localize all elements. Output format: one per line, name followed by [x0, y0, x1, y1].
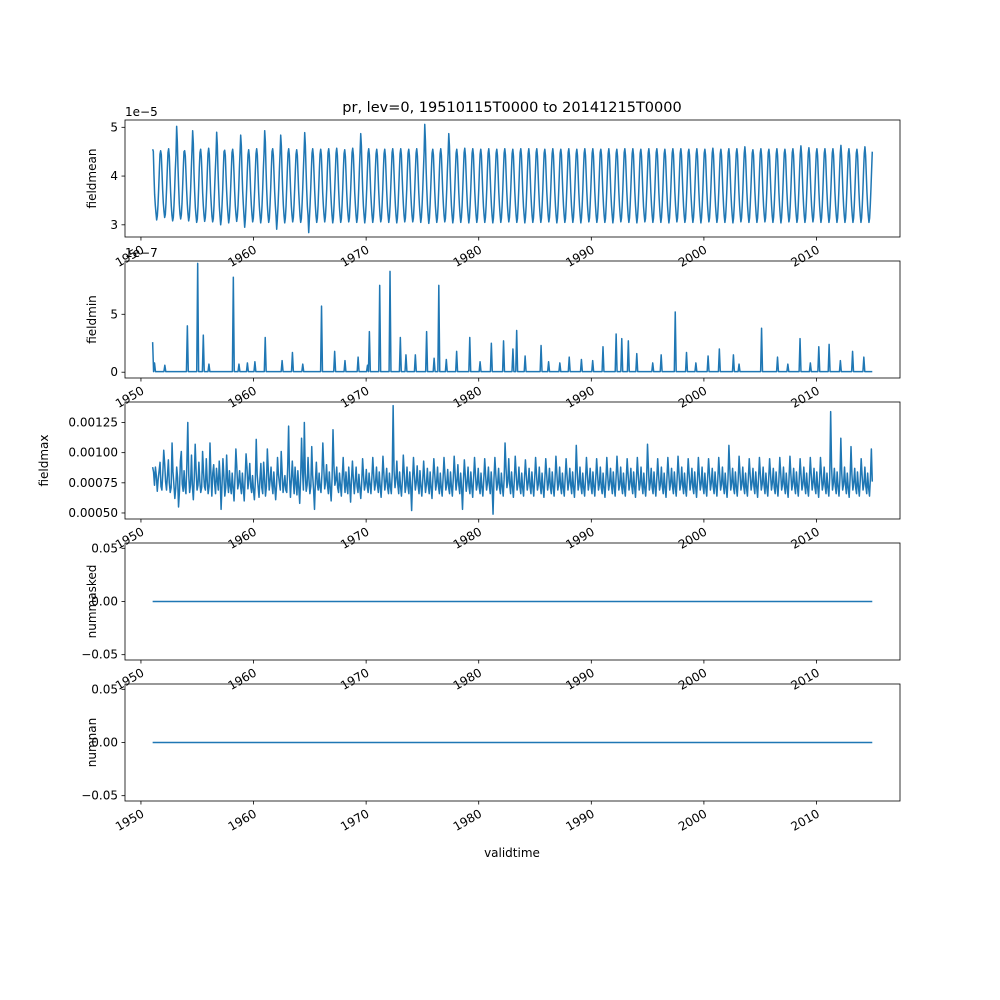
offset-text: 1e−5 — [125, 105, 158, 119]
y-tick-label: 0.00100 — [68, 446, 118, 460]
y-tick-label: 0.00075 — [68, 476, 118, 490]
axes-frame-fieldmean — [124, 119, 901, 238]
series-line-fieldmean — [151, 123, 874, 234]
y-axis-label: fieldmin — [85, 295, 99, 344]
figure-title: pr, lev=0, 19510115T0000 to 20141215T000… — [342, 100, 681, 116]
y-tick-label: 0.00050 — [68, 506, 118, 520]
y-tick-label: 0.05 — [91, 682, 118, 696]
y-tick-label: 0 — [110, 365, 118, 379]
axes-frame-fieldmin — [124, 260, 901, 379]
y-tick-label: 4 — [110, 169, 118, 183]
y-axis-label: fieldmax — [37, 434, 51, 486]
series-line-fieldmax — [151, 404, 874, 515]
y-axis-label: nummasked — [85, 565, 99, 639]
y-tick-label: 0.00125 — [68, 416, 118, 430]
axes-frame-fieldmax — [124, 401, 901, 520]
series-line-fieldmin — [151, 262, 873, 373]
y-tick-label: 0.00 — [91, 595, 118, 609]
y-tick-label: −0.05 — [81, 789, 118, 803]
y-tick-label: 0.05 — [91, 541, 118, 555]
y-tick-label: 5 — [110, 307, 118, 321]
y-tick-label: 5 — [110, 120, 118, 134]
x-axis-label: validtime — [484, 846, 540, 860]
y-tick-label: 3 — [110, 218, 118, 232]
y-axis-label: fieldmean — [85, 149, 99, 209]
y-tick-label: −0.05 — [81, 648, 118, 662]
offset-text: 1e−7 — [125, 246, 158, 260]
y-tick-label: 0.00 — [91, 736, 118, 750]
y-axis-label: numnan — [85, 718, 99, 767]
